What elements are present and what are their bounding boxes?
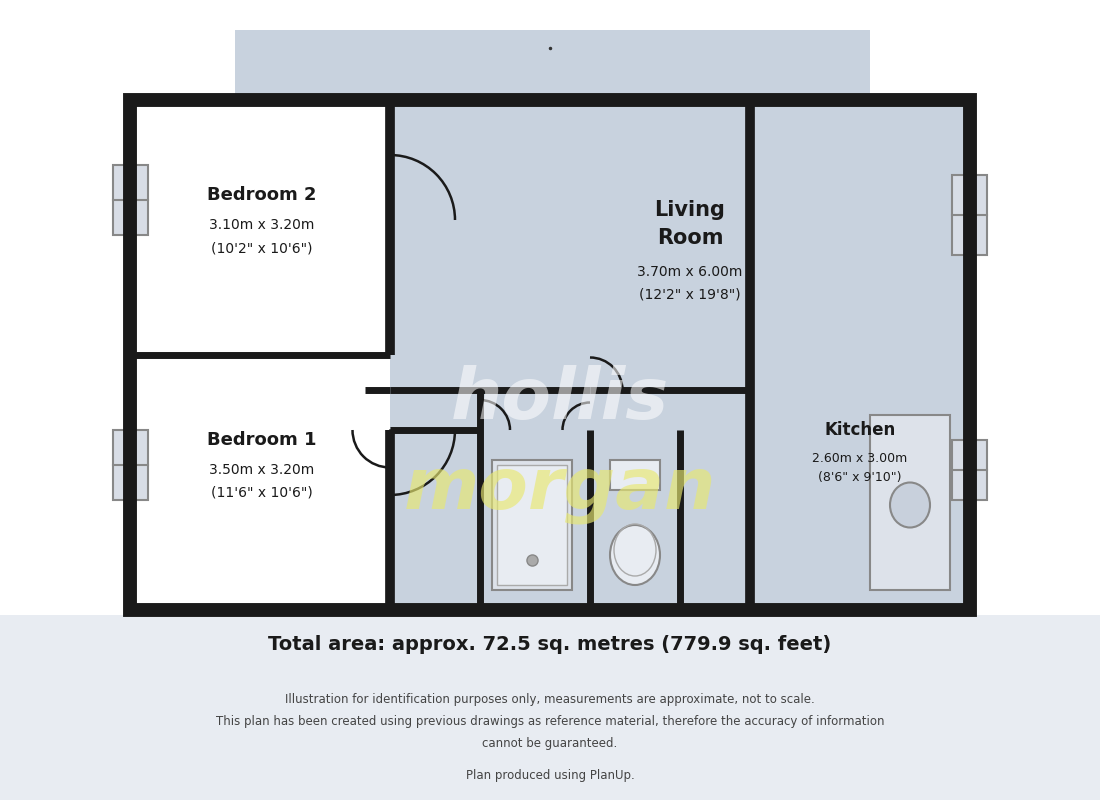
Text: Plan produced using PlanUp.: Plan produced using PlanUp. [465,769,635,782]
Text: 3.10m x 3.20m: 3.10m x 3.20m [209,218,315,232]
Text: (11'6" x 10'6"): (11'6" x 10'6") [211,486,312,500]
Text: Bedroom 2: Bedroom 2 [207,186,317,204]
Text: cannot be guaranteed.: cannot be guaranteed. [483,738,617,750]
Text: This plan has been created using previous drawings as reference material, theref: This plan has been created using previou… [216,715,884,729]
Bar [497,465,566,585]
Ellipse shape [890,482,930,527]
Bar [390,100,970,610]
Text: Bedroom 1: Bedroom 1 [207,431,317,449]
Bar [0,615,1100,800]
Text: morgan: morgan [404,455,716,525]
Text: hollis: hollis [451,366,669,434]
Bar [610,460,660,490]
Text: Room: Room [657,228,724,248]
Text: 3.50m x 3.20m: 3.50m x 3.20m [209,463,315,477]
Bar [235,30,870,615]
Bar [113,165,148,235]
Bar [952,175,987,255]
Bar [113,430,148,500]
Text: 2.60m x 3.00m: 2.60m x 3.00m [813,451,908,465]
Bar [952,440,987,500]
Ellipse shape [610,525,660,585]
Bar [130,100,970,610]
Bar [130,100,970,610]
Text: (12'2" x 19'8"): (12'2" x 19'8") [639,288,740,302]
Bar [870,415,950,590]
Text: Illustration for identification purposes only, measurements are approximate, not: Illustration for identification purposes… [285,694,815,706]
Text: 3.70m x 6.00m: 3.70m x 6.00m [637,265,743,279]
Text: Kitchen: Kitchen [824,421,895,439]
Text: Living: Living [654,200,725,220]
Text: (8'6" x 9'10"): (8'6" x 9'10") [818,471,902,485]
Bar [492,460,572,590]
Text: (10'2" x 10'6"): (10'2" x 10'6") [211,241,312,255]
Text: Total area: approx. 72.5 sq. metres (779.9 sq. feet): Total area: approx. 72.5 sq. metres (779… [268,635,832,654]
